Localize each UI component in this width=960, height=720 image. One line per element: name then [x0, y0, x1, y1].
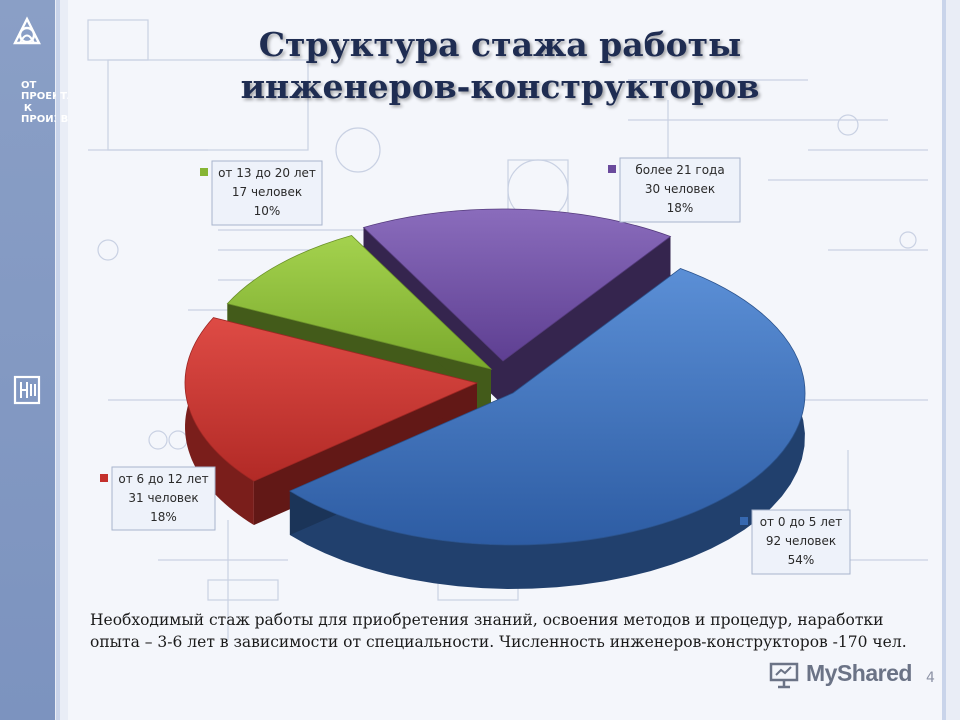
caption-text: Необходимый стаж работы для приобретения…: [90, 609, 910, 653]
slice-count-label: 92 человек: [766, 534, 836, 548]
slice-count-label: 31 человек: [128, 491, 198, 505]
legend-swatch: [200, 168, 208, 176]
slice-label: от 0 до 5 лет: [760, 515, 843, 529]
title-line-2: инженеров-конструкторов: [240, 67, 760, 106]
pie-slice-wall: [289, 268, 805, 589]
pie-slice-cut-face: [503, 236, 671, 405]
callout-box: [111, 466, 216, 531]
caption-line-2: опыта – 3-6 лет в зависимости от специал…: [90, 633, 907, 651]
legend-swatch: [608, 165, 616, 173]
slice-percent-label: 18%: [150, 510, 177, 524]
slice-percent-label: 10%: [254, 204, 281, 218]
trefoil-logo-icon: [13, 16, 41, 45]
legend-swatch: [100, 474, 108, 482]
right-stripe: [942, 0, 946, 720]
slice-count-label: 30 человек: [645, 182, 715, 196]
page-title: Структура стажа работы инженеров-констру…: [120, 24, 880, 108]
emblem-icon: [13, 375, 41, 405]
slice-count-label: 17 человек: [232, 185, 302, 199]
callout-box: [751, 509, 851, 575]
watermark-text: MyShared: [806, 660, 912, 686]
slice-percent-label: 18%: [667, 201, 694, 215]
pie-slice: [362, 208, 672, 362]
pie-slice: [289, 268, 806, 546]
presentation-icon: [769, 662, 799, 689]
legend-swatch: [740, 517, 748, 525]
slice-label: от 6 до 12 лет: [118, 472, 208, 486]
sidebar-stripe: [56, 0, 60, 720]
blueprint-background: [87, 19, 928, 640]
title-line-1: Структура стажа работы: [258, 25, 742, 64]
sidebar: ОТ ПРОЕКТА К ПРОИЗВОДСТВУ: [0, 0, 115, 720]
callout-box: [211, 160, 323, 226]
slice-label: более 21 года: [635, 163, 724, 177]
slice-label: от 13 до 20 лет: [218, 166, 316, 180]
callout-box: [619, 157, 741, 223]
pie-slice: [184, 317, 479, 482]
slice-percent-label: 54%: [788, 553, 815, 567]
pie-slice: [226, 235, 493, 370]
caption-line-1: Необходимый стаж работы для приобретения…: [90, 611, 884, 629]
page-number: 4: [926, 670, 935, 686]
watermark: MyShared: [768, 660, 928, 690]
